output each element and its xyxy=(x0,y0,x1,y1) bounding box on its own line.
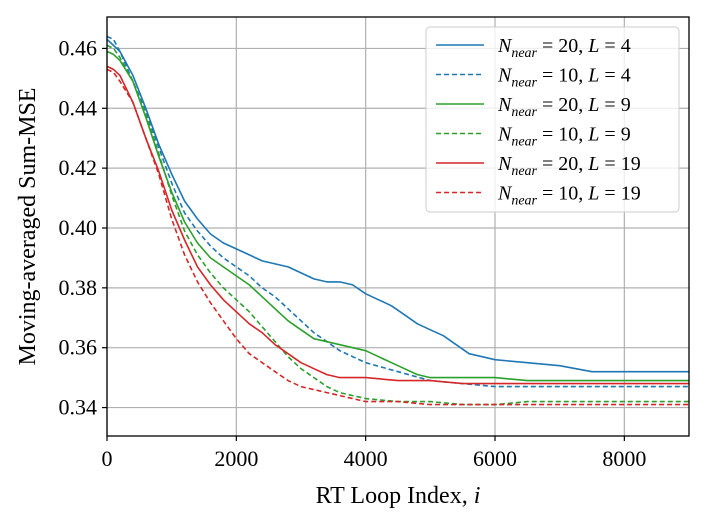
y-tick-label: 0.42 xyxy=(59,155,98,180)
series-line-1 xyxy=(106,38,689,373)
y-tick-label: 0.40 xyxy=(59,215,98,240)
y-tick-label: 0.46 xyxy=(59,35,98,60)
series-line-5 xyxy=(106,65,689,385)
legend-entry-1: Nnear = 20, L = 4 xyxy=(497,35,631,61)
x-axis-label-main: RT Loop Index, xyxy=(316,483,474,509)
x-tick-label: 4000 xyxy=(344,446,388,471)
legend-entry-2: Nnear = 10, L = 4 xyxy=(497,65,631,91)
series-line-6 xyxy=(106,68,689,406)
x-tick-label: 8000 xyxy=(602,446,646,471)
y-tick-label: 0.38 xyxy=(59,275,98,300)
x-tick-label: 0 xyxy=(102,446,113,471)
y-tick-label: 0.34 xyxy=(59,395,98,420)
legend-entry-6: Nnear = 10, L = 19 xyxy=(497,183,641,209)
legend-entry-4: Nnear = 10, L = 9 xyxy=(497,124,631,150)
plot-area xyxy=(106,35,689,406)
axes-frame xyxy=(106,16,690,437)
legend-entry-3: Nnear = 20, L = 9 xyxy=(497,94,631,120)
y-tick-label: 0.36 xyxy=(59,335,98,360)
y-tick-label: 0.44 xyxy=(59,95,98,120)
series-line-2 xyxy=(106,35,689,388)
x-axis-label: RT Loop Index, i xyxy=(316,483,481,509)
x-tick-label: 2000 xyxy=(214,446,258,471)
legend-box xyxy=(425,26,680,213)
series-line-3 xyxy=(106,50,689,382)
series-line-4 xyxy=(106,44,689,406)
y-axis-label: Moving-averaged Sum-MSE xyxy=(15,88,41,366)
legend: Nnear = 20, L = 4 Nnear = 10, L = 4 Nnear … xyxy=(425,26,680,213)
x-tick-label: 6000 xyxy=(473,446,517,471)
axis-ticks: 0 2000 4000 6000 8000 0.34 0.36 0.38 0.40 0.42 0.4… xyxy=(59,35,647,471)
legend-entry-5: Nnear = 20, L = 19 xyxy=(497,153,641,179)
x-axis-label-var: i xyxy=(474,483,481,509)
